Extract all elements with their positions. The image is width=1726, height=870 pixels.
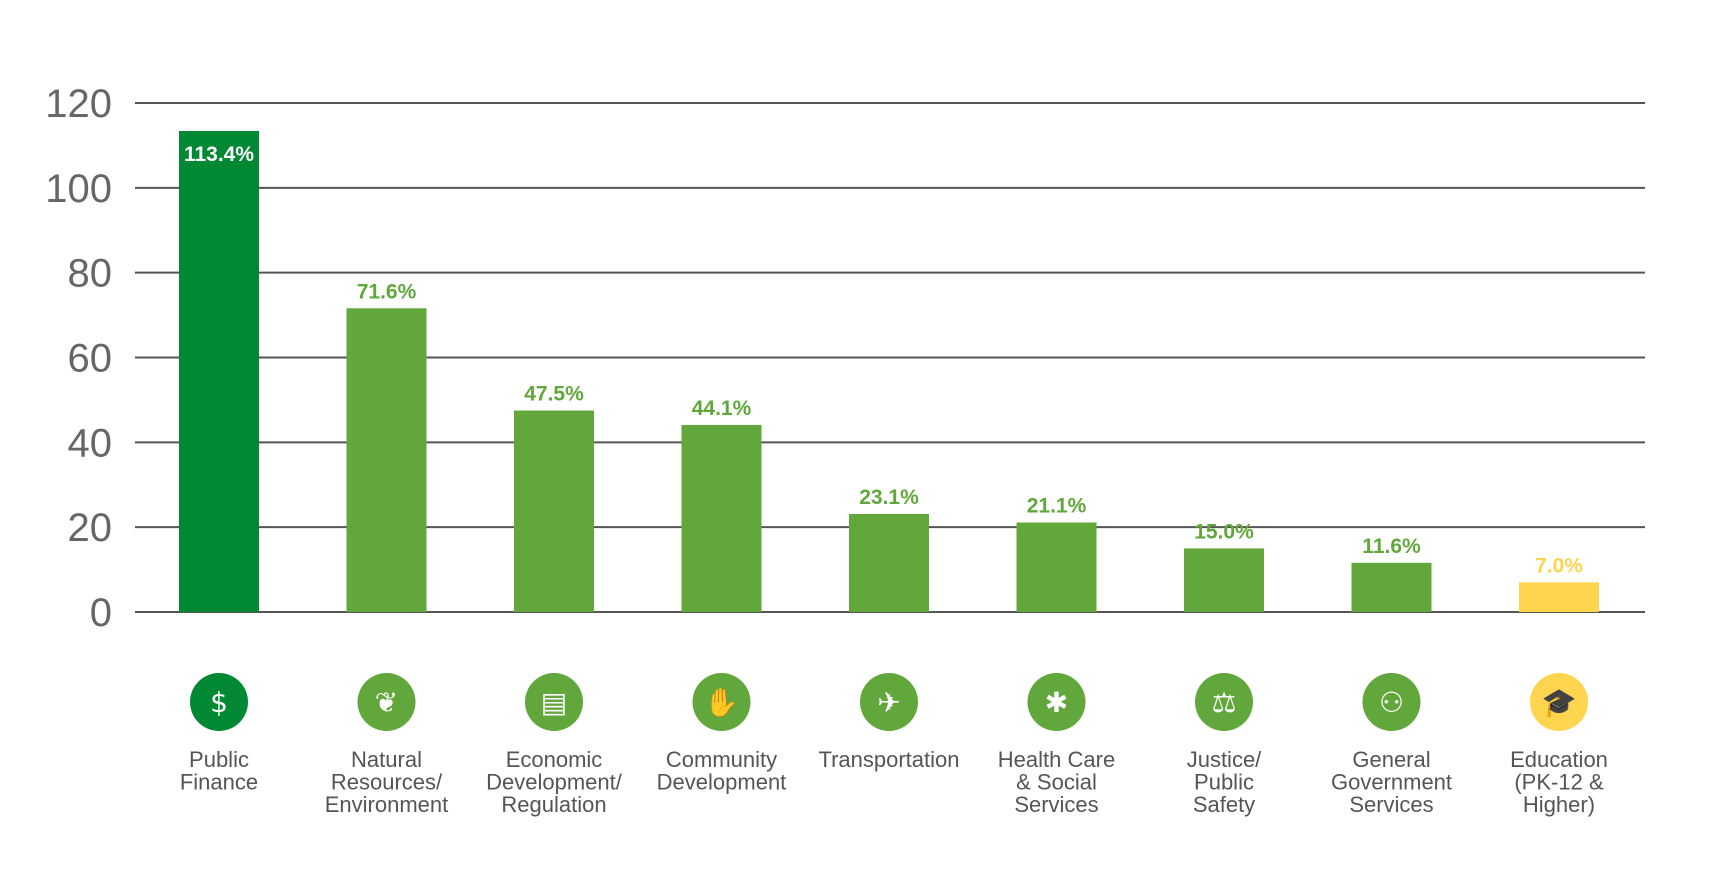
public-finance-icon: $ — [190, 673, 248, 731]
svg-text:⚇: ⚇ — [1379, 686, 1404, 719]
bar-justice-public-safety — [1184, 548, 1264, 612]
x-tick-label: Regulation — [501, 792, 606, 817]
svg-text:$: $ — [210, 686, 228, 719]
x-tick-label: Health Care — [998, 747, 1115, 772]
x-tick-label: Community — [666, 747, 777, 772]
x-tick-label: Services — [1349, 792, 1433, 817]
x-tick-label: & Social — [1016, 770, 1097, 795]
data-label: 15.0% — [1194, 520, 1254, 543]
bar-layer — [179, 130, 1599, 612]
leaf-icon: ❦ — [357, 673, 416, 731]
bar-public-finance — [179, 130, 259, 612]
x-tick-label: Justice/ — [1187, 747, 1262, 772]
data-label: 71.6% — [357, 280, 417, 303]
x-tick-label: Development/ — [486, 770, 623, 795]
svg-text:⚖: ⚖ — [1211, 686, 1236, 719]
data-label: 23.1% — [859, 486, 919, 509]
data-label: 11.6% — [1362, 535, 1421, 558]
svg-text:✈: ✈ — [877, 686, 900, 719]
grid-layer: 0 20 40 60 80 100 120 — [45, 82, 1645, 635]
label-layer: 113.4%PublicFinance71.6%NaturalResources… — [180, 143, 1608, 817]
handshake-icon: ✋ — [692, 673, 751, 731]
x-tick-label: Education — [1510, 747, 1608, 772]
svg-text:🎓: 🎓 — [1542, 686, 1577, 719]
icon-layer: $ ❦ ▤ ✋ ✈ ✱ ⚖ ⚇ 🎓 — [190, 673, 1588, 731]
y-tick-label: 100 — [45, 167, 112, 211]
bar-community-development — [681, 424, 762, 612]
svg-text:❦: ❦ — [375, 686, 398, 719]
y-tick-label: 120 — [45, 82, 112, 126]
x-tick-label: Higher) — [1523, 792, 1595, 817]
y-tick-label: 80 — [68, 252, 113, 296]
y-tick-label: 40 — [68, 421, 113, 465]
y-tick-label: 0 — [90, 591, 112, 635]
data-label: 21.1% — [1027, 495, 1087, 518]
x-tick-label: Development — [657, 770, 787, 795]
x-tick-label: Safety — [1193, 792, 1255, 817]
data-label: 7.0% — [1535, 554, 1583, 577]
airplane-icon: ✈ — [860, 673, 918, 731]
x-tick-label: (PK-12 & — [1514, 770, 1604, 795]
y-tick-label: 60 — [68, 337, 113, 381]
x-tick-label: Transportation — [818, 747, 959, 772]
x-tick-label: Public — [1194, 770, 1254, 795]
bar-health-care-social-services — [1016, 522, 1097, 612]
x-tick-label: Services — [1014, 792, 1098, 817]
y-tick-label: 20 — [68, 506, 113, 550]
x-tick-label: Resources/ — [331, 770, 443, 795]
graduation-cap-icon: 🎓 — [1530, 673, 1588, 731]
bar-natural-resources-environment — [346, 308, 427, 612]
x-tick-label: Government — [1331, 770, 1452, 795]
medical-star-icon: ✱ — [1027, 673, 1086, 731]
bar-education-pk-12-higher — [1519, 582, 1599, 612]
data-label: 113.4% — [184, 143, 254, 166]
x-tick-label: Natural — [351, 747, 422, 772]
bar-general-government-services — [1351, 562, 1432, 612]
svg-text:✱: ✱ — [1045, 686, 1068, 719]
data-label: 44.1% — [692, 397, 752, 420]
svg-text:✋: ✋ — [704, 686, 739, 719]
org-chart-icon: ⚇ — [1362, 673, 1421, 731]
bar-economic-development-regulation — [514, 410, 594, 612]
svg-text:▤: ▤ — [541, 686, 567, 719]
scales-of-justice-icon: ⚖ — [1195, 673, 1253, 731]
x-tick-label: Public — [189, 747, 249, 772]
x-tick-label: Finance — [180, 770, 258, 795]
bar-transportation — [849, 514, 929, 612]
x-tick-label: Economic — [506, 747, 603, 772]
data-label: 47.5% — [524, 383, 584, 406]
presentation-chart-icon: ▤ — [525, 673, 583, 731]
x-tick-label: Environment — [325, 792, 449, 817]
x-tick-label: General — [1352, 747, 1430, 772]
